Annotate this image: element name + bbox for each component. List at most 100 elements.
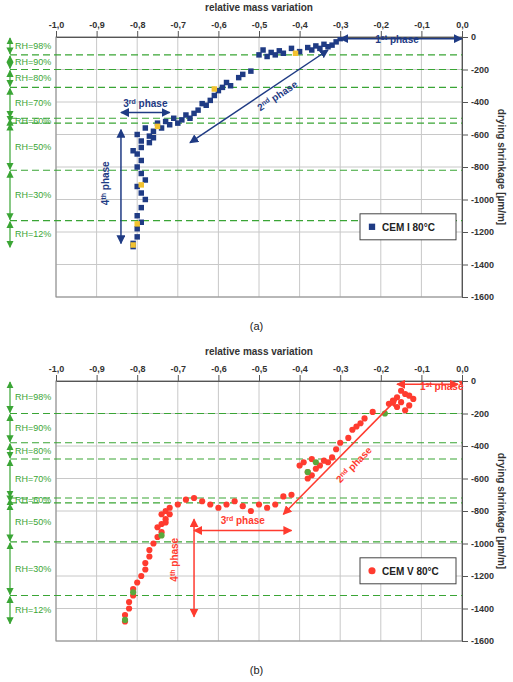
- x-tick-mark: [137, 31, 138, 37]
- point: [151, 129, 156, 134]
- y-tick-mark: [462, 609, 468, 610]
- point: [297, 462, 303, 468]
- point: [191, 495, 197, 501]
- rh-arrow: [9, 382, 10, 413]
- point: [215, 505, 221, 511]
- rh-boundary: [10, 595, 462, 596]
- grid-line-y: [56, 608, 462, 609]
- y-tick: -200: [462, 409, 489, 419]
- grid-line-y: [56, 543, 462, 544]
- point: [134, 164, 139, 169]
- x-tick-mark: [340, 31, 341, 37]
- point: [313, 459, 319, 465]
- x-tick: -0,5: [252, 20, 268, 37]
- x-tick-mark: [137, 375, 138, 381]
- point: [370, 409, 376, 415]
- point: [171, 116, 176, 121]
- y-tick-label: -1000: [471, 539, 494, 549]
- rh-arrow: [9, 222, 10, 248]
- point: [223, 501, 229, 507]
- grid-line-y: [56, 478, 462, 479]
- y-tick-label: -1600: [471, 292, 494, 302]
- y-tick: -1600: [462, 636, 494, 646]
- caption: (a): [250, 320, 263, 332]
- point: [406, 393, 412, 399]
- x-tick-mark: [97, 31, 98, 37]
- point: [313, 466, 319, 472]
- x-tick: 0,0: [456, 20, 469, 37]
- point: [175, 501, 181, 507]
- legend-box: [360, 214, 456, 240]
- chart-panel: RH=98%RH=90%RH=80%RH=70%RH=60%RH=50%RH=3…: [10, 346, 507, 676]
- x-tick: -0,8: [130, 20, 146, 37]
- x-tick-mark: [340, 375, 341, 381]
- x-tick: -1,0: [49, 20, 65, 37]
- x-tick: -1,0: [49, 364, 65, 381]
- x-tick: -0,6: [211, 364, 227, 381]
- point: [191, 111, 196, 116]
- x-tick-label: -0,6: [211, 20, 227, 30]
- y-tick-label: 0: [471, 32, 476, 42]
- point: [240, 503, 246, 509]
- rh-label: RH=60%: [15, 116, 51, 126]
- point: [175, 120, 180, 125]
- point: [236, 75, 241, 80]
- plot-frame: [56, 381, 462, 641]
- x-tick-label: -0,2: [374, 20, 390, 30]
- legend-label: CEM I 80°C: [382, 222, 435, 233]
- y-tick: 0: [462, 376, 476, 386]
- legend-symbol: [368, 567, 375, 574]
- grid-line-y: [56, 167, 462, 168]
- point: [321, 458, 327, 464]
- x-tick-mark: [381, 375, 382, 381]
- point: [138, 573, 144, 579]
- x-tick-label: -0,5: [252, 364, 268, 374]
- y-tick-label: -600: [471, 130, 489, 140]
- y-tick-mark: [462, 479, 468, 480]
- y-tick-mark: [462, 70, 468, 71]
- x-tick: -0,4: [292, 20, 308, 37]
- point: [207, 501, 213, 507]
- rh-zones: RH=98%RH=90%RH=80%RH=70%RH=60%RH=50%RH=3…: [10, 382, 462, 624]
- point: [126, 599, 132, 605]
- x-tick-label: 0,0: [456, 364, 469, 374]
- legend-label: CEM V 80°C: [382, 566, 439, 577]
- phase-arrow: [120, 130, 122, 244]
- point: [264, 505, 270, 511]
- series: [130, 37, 343, 249]
- phase-arrow: [121, 112, 170, 114]
- point: [150, 540, 156, 546]
- x-tick-label: -0,4: [292, 364, 308, 374]
- y-tick-label: -800: [471, 506, 489, 516]
- caption: (b): [250, 664, 263, 676]
- point: [248, 68, 253, 73]
- rh-boundary: [10, 170, 462, 171]
- point: [183, 497, 189, 503]
- x-tick-label: -0,3: [333, 20, 349, 30]
- point: [139, 182, 144, 187]
- y-tick: -600: [462, 130, 489, 140]
- grid-line-y: [56, 511, 462, 512]
- y-tick: -800: [462, 162, 489, 172]
- rh-boundary: [10, 69, 462, 70]
- y-tick: -1200: [462, 227, 494, 237]
- rh-label: RH=12%: [15, 229, 51, 239]
- point: [280, 493, 286, 499]
- phases: 1st phase2nd phase3rd phase4th phase: [168, 380, 464, 616]
- phase-label: 1st phase: [420, 380, 464, 392]
- y-tick-mark: [462, 511, 468, 512]
- point: [163, 519, 169, 525]
- y-axis: 0-200-400-600-800-1000-1200-1400-1600: [462, 32, 494, 302]
- rh-label: RH=12%: [15, 605, 51, 615]
- point: [158, 532, 164, 538]
- label-part: phase: [267, 78, 300, 105]
- chart-svg: RH=98%RH=90%RH=80%RH=70%RH=60%RH=50%RH=3…: [0, 0, 513, 682]
- point: [337, 440, 343, 446]
- y-tick: -600: [462, 474, 489, 484]
- x-axis: -1,0-0,9-0,8-0,7-0,6-0,5-0,4-0,3-0,2-0,1…: [49, 364, 469, 382]
- x-tick: 0,0: [456, 364, 469, 381]
- point: [402, 407, 408, 413]
- x-tick: -0,9: [89, 20, 105, 37]
- point: [122, 617, 128, 623]
- point: [349, 427, 355, 433]
